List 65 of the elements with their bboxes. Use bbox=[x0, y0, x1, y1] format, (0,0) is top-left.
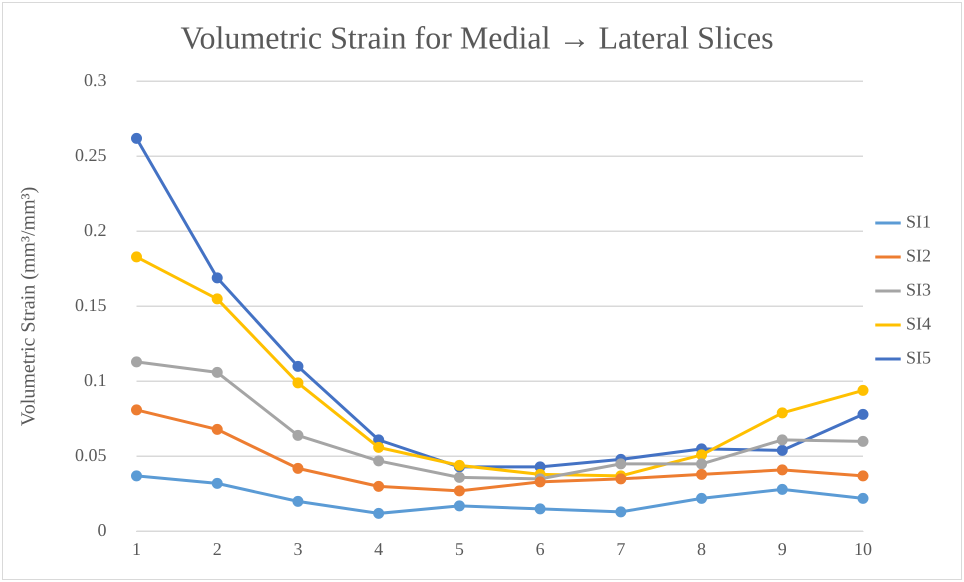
x-tick-label: 8 bbox=[697, 538, 706, 559]
point bbox=[292, 462, 304, 474]
point bbox=[212, 366, 223, 378]
point bbox=[373, 442, 384, 453]
x-tick-label: 1 bbox=[132, 538, 141, 559]
legend-label: SI3 bbox=[906, 280, 932, 300]
point bbox=[776, 407, 788, 418]
point bbox=[534, 476, 546, 488]
x-tick-label: 7 bbox=[616, 538, 626, 559]
point bbox=[857, 470, 868, 482]
y-tick-label: 0.2 bbox=[84, 220, 106, 240]
point bbox=[373, 480, 384, 492]
legend-label: SI1 bbox=[906, 212, 932, 232]
x-tick-label: 4 bbox=[374, 538, 384, 559]
point bbox=[454, 485, 465, 496]
point bbox=[857, 436, 868, 447]
legend-label: SI5 bbox=[906, 348, 932, 368]
point bbox=[776, 434, 788, 446]
y-tick-label: 0.25 bbox=[75, 145, 106, 166]
x-tick-label: 5 bbox=[454, 538, 464, 559]
point bbox=[776, 464, 788, 476]
point bbox=[615, 506, 626, 518]
point bbox=[131, 356, 142, 368]
legend-label: SI4 bbox=[906, 314, 932, 334]
y-tick-label: 0.1 bbox=[84, 370, 106, 390]
point bbox=[131, 404, 142, 416]
y-tick-label: 0.05 bbox=[75, 445, 106, 466]
y-tick-label: 0.15 bbox=[75, 295, 106, 316]
x-tick-label: 2 bbox=[212, 538, 222, 559]
point bbox=[292, 496, 304, 507]
point bbox=[776, 444, 788, 456]
point bbox=[696, 468, 708, 480]
x-tick-label: 9 bbox=[778, 538, 787, 559]
point bbox=[373, 455, 384, 466]
point bbox=[212, 424, 223, 435]
x-tick-label: 10 bbox=[854, 538, 872, 559]
point bbox=[212, 293, 223, 304]
point bbox=[212, 478, 223, 489]
point bbox=[454, 500, 465, 512]
point bbox=[292, 377, 304, 388]
point bbox=[292, 430, 304, 441]
point bbox=[454, 472, 465, 483]
point bbox=[615, 458, 626, 470]
point bbox=[696, 449, 708, 460]
point bbox=[373, 508, 384, 519]
x-tick-label: 3 bbox=[293, 538, 302, 559]
point bbox=[131, 251, 142, 262]
point bbox=[696, 458, 708, 470]
point bbox=[776, 484, 788, 495]
point bbox=[857, 408, 868, 420]
chart-title: Volumetric Strain for Medial → Lateral Slices bbox=[180, 20, 774, 56]
point bbox=[292, 360, 304, 372]
legend-label: SI2 bbox=[906, 246, 932, 266]
y-tick-label: 0.3 bbox=[84, 70, 106, 90]
x-tick-label: 6 bbox=[536, 538, 545, 559]
point bbox=[615, 473, 626, 484]
y-tick-label: 0 bbox=[98, 520, 106, 540]
point bbox=[857, 384, 868, 396]
point bbox=[857, 492, 868, 504]
point bbox=[131, 470, 142, 482]
point bbox=[534, 503, 546, 514]
y-axis-title: Volumetric Strain (mm³/mm³) bbox=[17, 186, 40, 426]
point bbox=[131, 132, 142, 144]
point bbox=[212, 272, 223, 284]
point bbox=[696, 492, 708, 504]
